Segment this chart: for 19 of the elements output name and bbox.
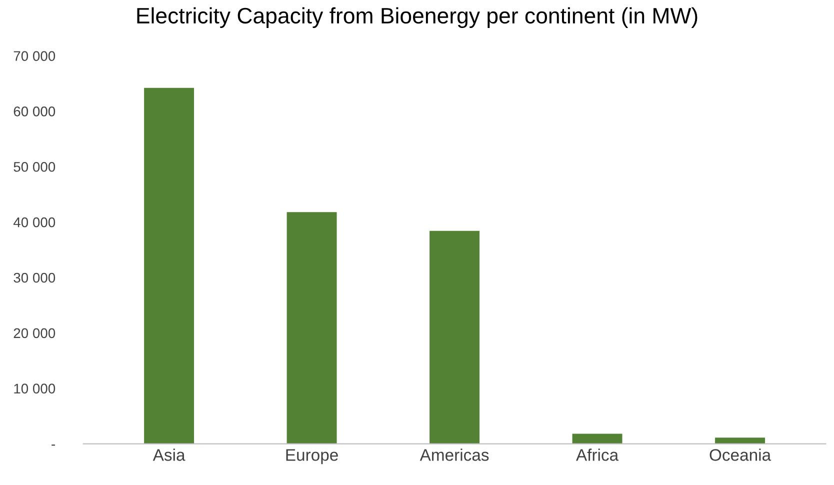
x-tick-label: Africa — [576, 448, 619, 461]
chart-title: Electricity Capacity from Bioenergy per continent (in MW) — [137, 7, 698, 28]
bar — [715, 438, 765, 444]
bar — [572, 434, 622, 444]
y-tick-label: 60 000 — [14, 106, 56, 116]
y-tick-label: 50 000 — [14, 162, 56, 172]
y-tick-label: 10 000 — [14, 384, 56, 394]
bar — [286, 212, 337, 444]
x-tick-label: Oceania — [710, 448, 772, 461]
y-tick-label: 20 000 — [14, 328, 56, 338]
y-tick-label: 40 000 — [13, 217, 56, 228]
x-tick-label: Americas — [420, 448, 489, 461]
y-tick-label: - — [52, 444, 56, 446]
y-tick-label: 70 000 — [14, 51, 56, 61]
bar — [430, 230, 480, 444]
x-tick-label: Asia — [152, 448, 186, 461]
y-tick-label: 30 000 — [14, 272, 56, 283]
bar — [144, 88, 194, 444]
x-tick-label: Europe — [286, 449, 338, 464]
